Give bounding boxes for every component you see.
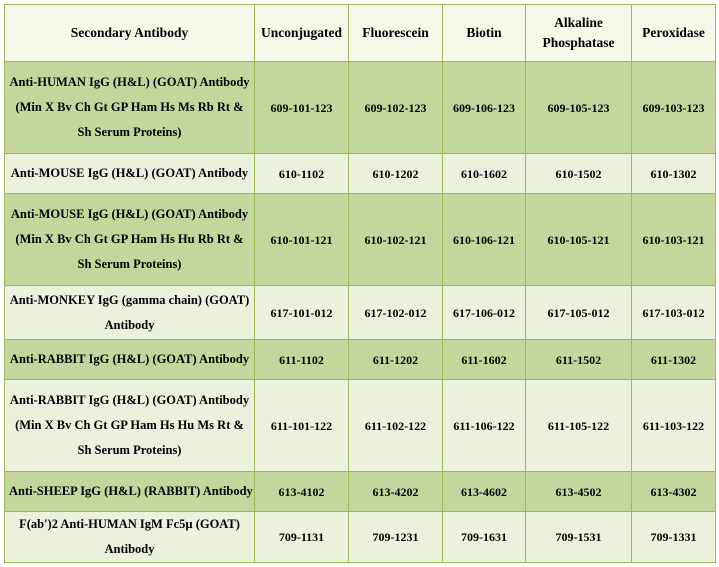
catalog-number-cell: 611-106-122 bbox=[442, 379, 526, 472]
antibody-name-line: Anti-RABBIT IgG (H&L) (GOAT) Antibody bbox=[9, 352, 250, 366]
catalog-number-cell: 613-4302 bbox=[631, 471, 716, 512]
catalog-number-cell: 609-103-123 bbox=[631, 61, 716, 154]
column-header-peroxidase: Peroxidase bbox=[631, 4, 716, 62]
antibody-name-line: Anti-MOUSE IgG (H&L) (GOAT) Antibody bbox=[10, 166, 249, 180]
catalog-number-cell: 617-102-012 bbox=[348, 285, 443, 340]
column-header-alkaline-phosphatase: Alkaline Phosphatase bbox=[525, 4, 632, 62]
antibody-name-line: F(ab')2 Anti-HUMAN IgM Fc5µ (GOAT) bbox=[19, 517, 240, 531]
antibody-name-cell: Anti-SHEEP IgG (H&L) (RABBIT) Antibody bbox=[4, 471, 255, 512]
catalog-number-cell: 611-1202 bbox=[348, 339, 443, 380]
antibody-name-line: Sh Serum Proteins) bbox=[77, 125, 182, 139]
antibody-name-cell: Anti-MOUSE IgG (H&L) (GOAT) Antibody bbox=[4, 153, 255, 194]
column-header-biotin: Biotin bbox=[442, 4, 526, 62]
catalog-number-cell: 611-103-122 bbox=[631, 379, 716, 472]
table-row: Anti-MOUSE IgG (H&L) (GOAT) Antibody 610… bbox=[4, 153, 716, 194]
catalog-number-cell: 609-102-123 bbox=[348, 61, 443, 154]
catalog-number-cell: 610-106-121 bbox=[442, 193, 526, 286]
table-row: Anti-HUMAN IgG (H&L) (GOAT) Antibody (Mi… bbox=[4, 61, 716, 154]
table-row: Anti-MOUSE IgG (H&L) (GOAT) Antibody (Mi… bbox=[4, 193, 716, 286]
antibody-catalog-table: Secondary Antibody Unconjugated Fluoresc… bbox=[4, 4, 716, 563]
antibody-name-cell: F(ab')2 Anti-HUMAN IgM Fc5µ (GOAT) Antib… bbox=[4, 511, 255, 563]
catalog-number-cell: 610-101-121 bbox=[254, 193, 349, 286]
catalog-number-cell: 611-1502 bbox=[525, 339, 632, 380]
column-header-secondary-antibody: Secondary Antibody bbox=[4, 4, 255, 62]
catalog-number-cell: 609-105-123 bbox=[525, 61, 632, 154]
catalog-number-cell: 613-4102 bbox=[254, 471, 349, 512]
catalog-number-cell: 611-1102 bbox=[254, 339, 349, 380]
catalog-number-cell: 617-105-012 bbox=[525, 285, 632, 340]
catalog-number-cell: 610-103-121 bbox=[631, 193, 716, 286]
catalog-number-cell: 617-101-012 bbox=[254, 285, 349, 340]
catalog-number-cell: 709-1131 bbox=[254, 511, 349, 563]
table-header-row: Secondary Antibody Unconjugated Fluoresc… bbox=[4, 4, 716, 62]
table-header: Secondary Antibody Unconjugated Fluoresc… bbox=[4, 4, 716, 62]
antibody-name-line: Anti-MOUSE IgG (H&L) (GOAT) Antibody bbox=[10, 207, 249, 221]
catalog-number-cell: 617-106-012 bbox=[442, 285, 526, 340]
antibody-name-cell: Anti-HUMAN IgG (H&L) (GOAT) Antibody (Mi… bbox=[4, 61, 255, 154]
antibody-name-line: Anti-SHEEP IgG (H&L) (RABBIT) Antibody bbox=[9, 484, 253, 498]
antibody-name-line: Anti-MONKEY IgG (gamma chain) (GOAT) bbox=[9, 292, 250, 307]
catalog-number-cell: 610-105-121 bbox=[525, 193, 632, 286]
antibody-name-line: Antibody bbox=[104, 317, 155, 332]
table-row: Anti-SHEEP IgG (H&L) (RABBIT) Antibody 6… bbox=[4, 471, 716, 512]
catalog-number-cell: 610-1302 bbox=[631, 153, 716, 194]
catalog-number-cell: 611-1302 bbox=[631, 339, 716, 380]
antibody-name-line: (Min X Bv Ch Gt GP Ham Hs Ms Rb Rt & bbox=[15, 100, 244, 114]
catalog-number-cell: 613-4602 bbox=[442, 471, 526, 512]
catalog-number-cell: 611-105-122 bbox=[525, 379, 632, 472]
antibody-name-cell: Anti-RABBIT IgG (H&L) (GOAT) Antibody (M… bbox=[4, 379, 255, 472]
catalog-number-cell: 617-103-012 bbox=[631, 285, 716, 340]
catalog-number-cell: 613-4202 bbox=[348, 471, 443, 512]
antibody-name-line: (Min X Bv Ch Gt GP Ham Hs Hu Rb Rt & bbox=[15, 232, 244, 246]
catalog-number-cell: 709-1231 bbox=[348, 511, 443, 563]
table-row: Anti-RABBIT IgG (H&L) (GOAT) Antibody 61… bbox=[4, 339, 716, 380]
catalog-number-cell: 610-1202 bbox=[348, 153, 443, 194]
catalog-number-cell: 610-102-121 bbox=[348, 193, 443, 286]
catalog-number-cell: 709-1631 bbox=[442, 511, 526, 563]
catalog-number-cell: 610-1502 bbox=[525, 153, 632, 194]
column-header-unconjugated: Unconjugated bbox=[254, 4, 349, 62]
antibody-name-cell: Anti-MOUSE IgG (H&L) (GOAT) Antibody (Mi… bbox=[4, 193, 255, 286]
catalog-number-cell: 611-102-122 bbox=[348, 379, 443, 472]
column-header-fluorescein: Fluorescein bbox=[348, 4, 443, 62]
antibody-name-line: Antibody bbox=[104, 542, 155, 556]
antibody-name-line: Sh Serum Proteins) bbox=[77, 257, 182, 271]
catalog-number-cell: 709-1531 bbox=[525, 511, 632, 563]
table-body: Anti-HUMAN IgG (H&L) (GOAT) Antibody (Mi… bbox=[4, 61, 716, 563]
catalog-number-cell: 613-4502 bbox=[525, 471, 632, 512]
table-row: F(ab')2 Anti-HUMAN IgM Fc5µ (GOAT) Antib… bbox=[4, 511, 716, 563]
catalog-number-cell: 611-1602 bbox=[442, 339, 526, 380]
antibody-name-line: Anti-HUMAN IgG (H&L) (GOAT) Antibody bbox=[9, 75, 250, 89]
antibody-name-cell: Anti-MONKEY IgG (gamma chain) (GOAT) Ant… bbox=[4, 285, 255, 340]
antibody-name-line: Sh Serum Proteins) bbox=[77, 443, 182, 457]
catalog-number-cell: 709-1331 bbox=[631, 511, 716, 563]
catalog-number-cell: 609-101-123 bbox=[254, 61, 349, 154]
catalog-number-cell: 611-101-122 bbox=[254, 379, 349, 472]
catalog-number-cell: 610-1102 bbox=[254, 153, 349, 194]
antibody-name-line: Anti-RABBIT IgG (H&L) (GOAT) Antibody bbox=[9, 393, 250, 407]
table-row: Anti-MONKEY IgG (gamma chain) (GOAT) Ant… bbox=[4, 285, 716, 340]
table-row: Anti-RABBIT IgG (H&L) (GOAT) Antibody (M… bbox=[4, 379, 716, 472]
catalog-number-cell: 610-1602 bbox=[442, 153, 526, 194]
antibody-name-cell: Anti-RABBIT IgG (H&L) (GOAT) Antibody bbox=[4, 339, 255, 380]
antibody-name-line: (Min X Bv Ch Gt GP Ham Hs Hu Ms Rt & bbox=[15, 418, 244, 432]
catalog-number-cell: 609-106-123 bbox=[442, 61, 526, 154]
